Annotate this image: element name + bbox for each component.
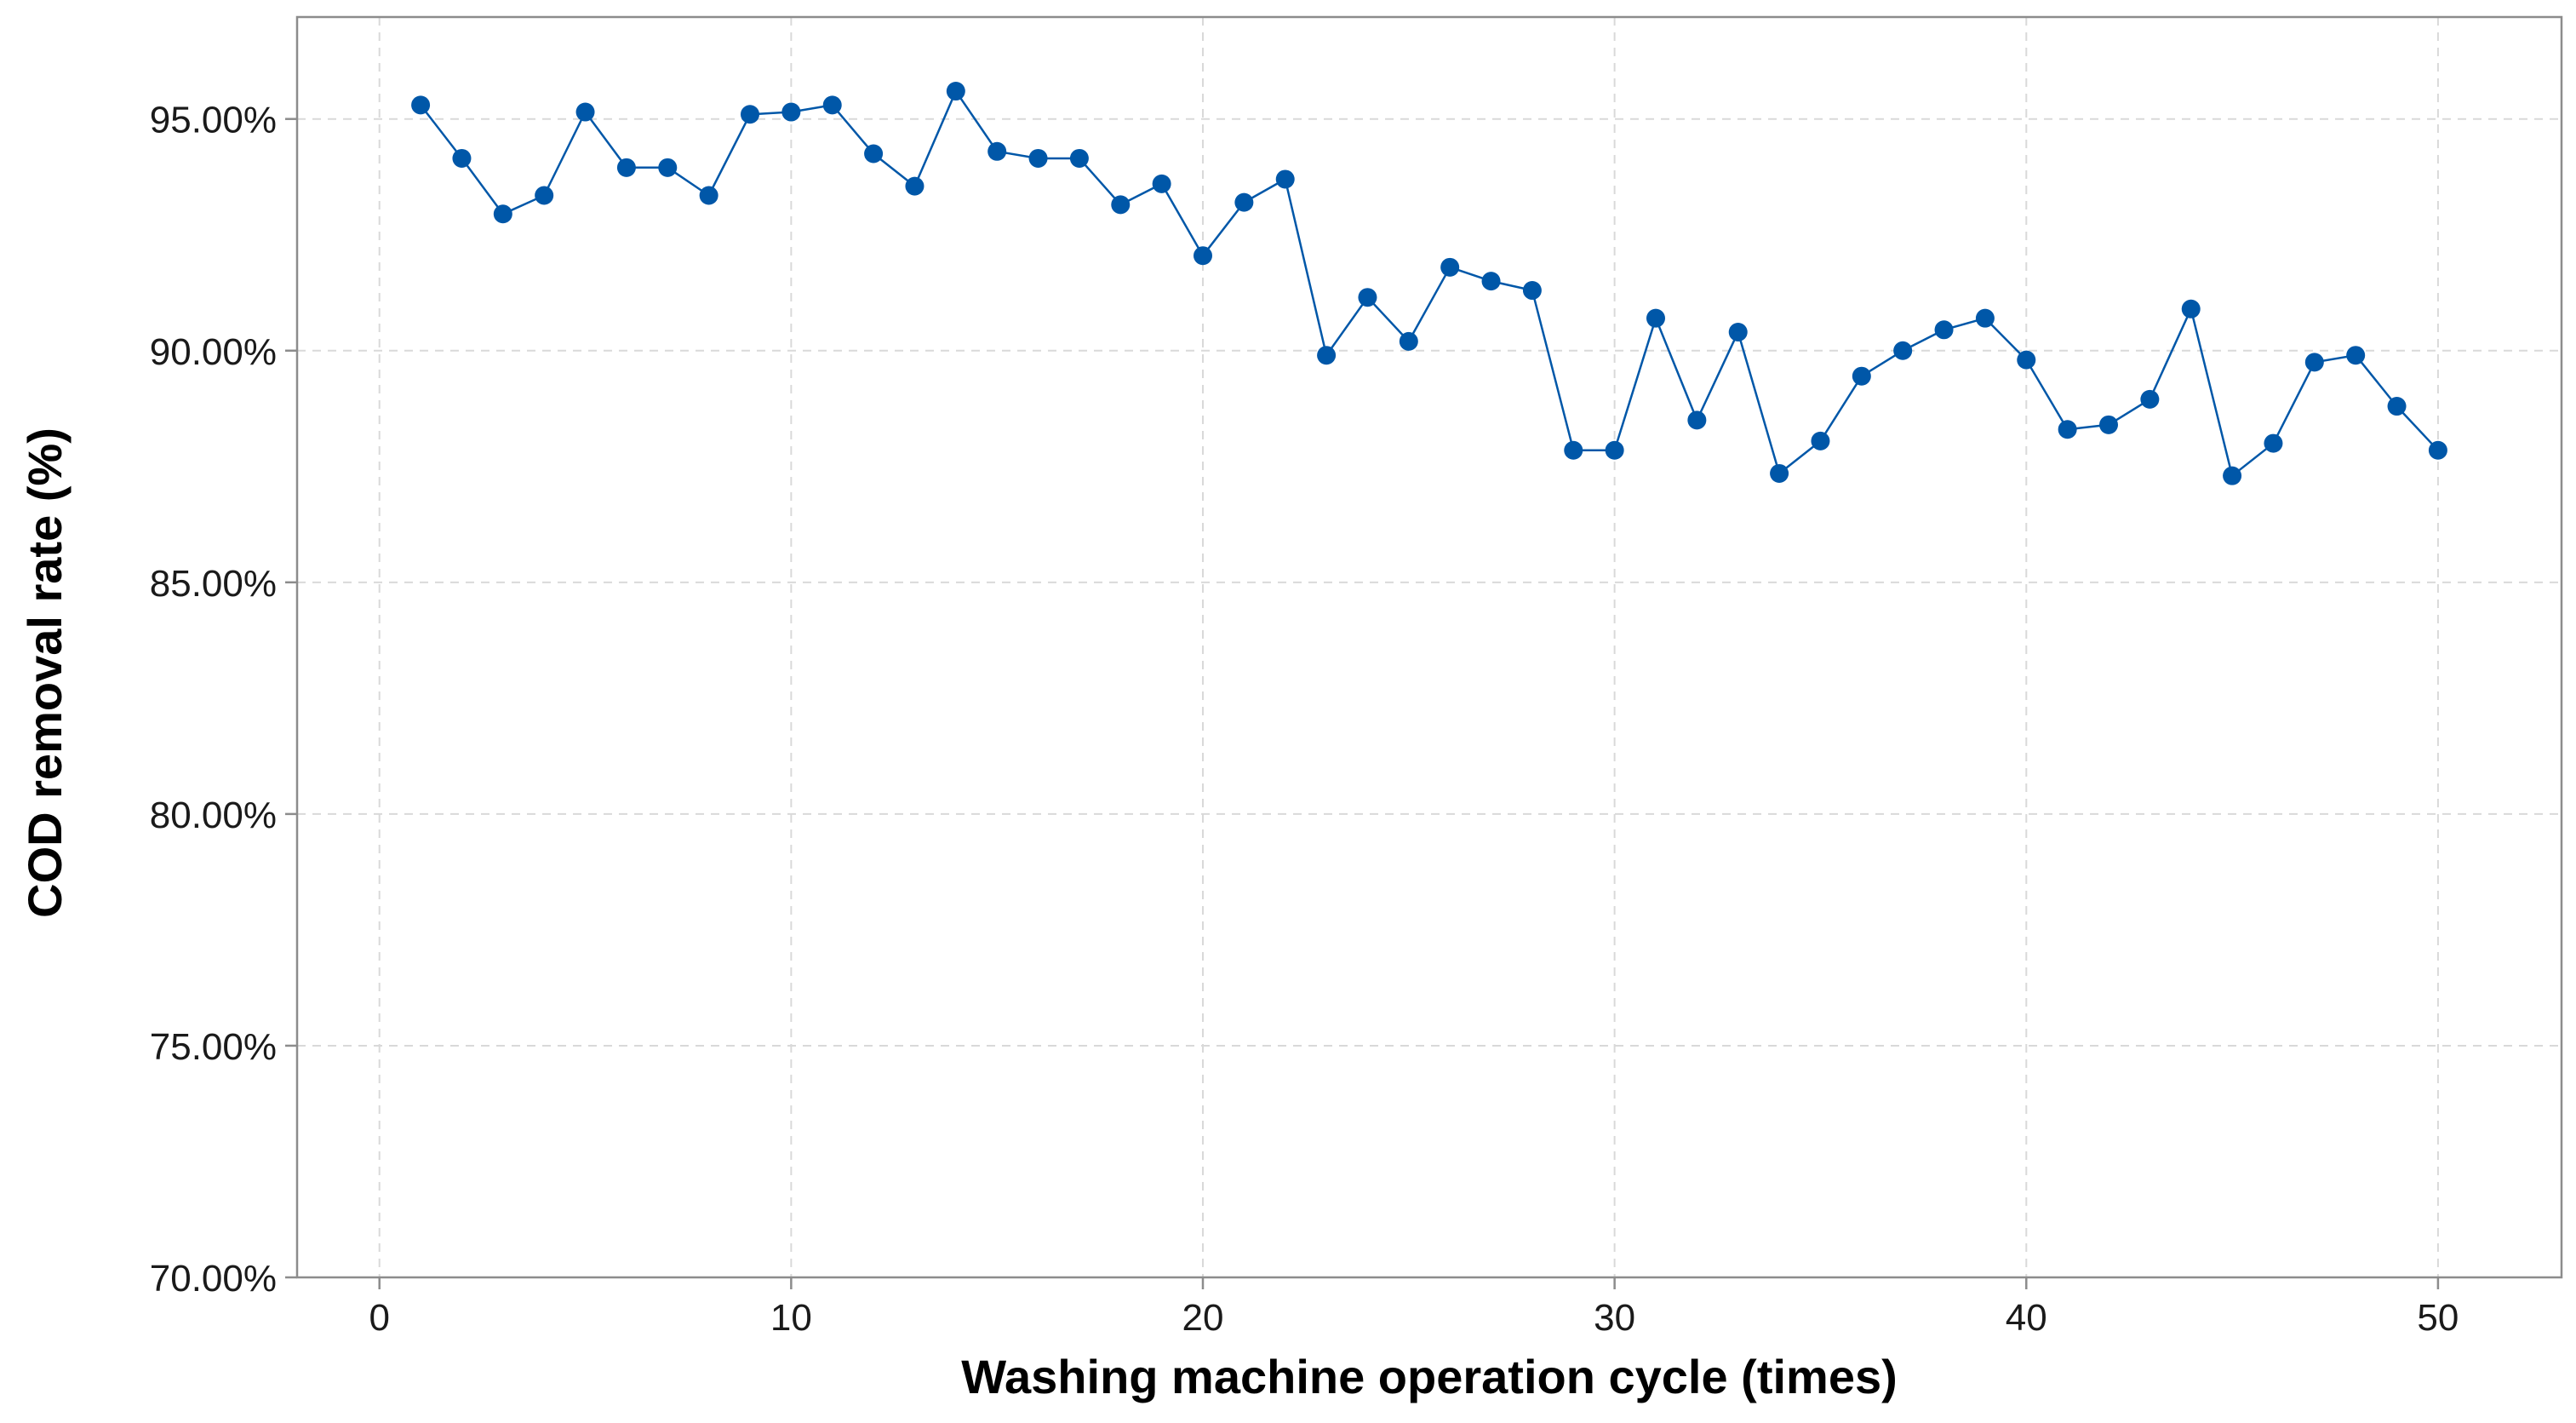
y-tick-label: 70.00% [150,1258,277,1300]
data-point [946,82,965,101]
data-point [1069,148,1089,168]
data-point [864,144,884,164]
y-axis-title: COD removal rate (%) [18,427,72,918]
data-point [2346,346,2366,365]
data-point [2140,389,2160,409]
y-tick-label: 80.00% [150,795,277,836]
x-tick-label: 0 [369,1297,389,1339]
data-point [822,95,842,115]
plot-frame [295,15,2563,1279]
data-point [1811,431,1830,450]
series-line [420,89,2439,477]
data-point [616,158,636,177]
tick-labels: 0 10 20 30 40 50 70.00% 75.00% 80.00% 85.00% 90.00… [150,100,2459,1339]
data-point [411,95,431,115]
data-point [1687,410,1707,430]
data-point [987,141,1007,161]
data-point [1194,246,1212,266]
data-point [1646,308,1665,328]
axes [285,15,2563,1289]
x-tick-label: 20 [1182,1297,1224,1339]
data-point [1605,440,1624,460]
x-tick-label: 40 [2006,1297,2047,1339]
data-point [1852,366,1871,386]
data-point [1770,463,1789,483]
data-point [1234,192,1254,212]
data-point [781,102,801,122]
data-point [1481,272,1501,291]
data-point [905,176,924,196]
y-tick-label: 95.00% [150,100,277,141]
data-point [741,105,759,124]
data-point [1317,346,1337,365]
y-tick-label: 75.00% [150,1026,277,1068]
x-tick-label: 50 [2417,1297,2459,1339]
data-point [1893,341,1913,360]
data-point [658,158,678,177]
data-point [2223,466,2242,485]
data-point [2304,353,2324,372]
x-tick-label: 30 [1594,1297,1635,1339]
data-point [535,186,554,205]
data-point [2017,350,2036,370]
data-point [2099,415,2118,434]
y-tick-label: 85.00% [150,563,277,605]
data-point [1522,281,1542,301]
data-series [411,82,2447,485]
data-point [1358,288,1377,307]
y-tick-label: 90.00% [150,331,277,373]
grid-lines [297,17,2562,1278]
data-point [575,102,595,122]
data-point [699,186,718,205]
data-point [1564,440,1583,460]
x-axis-title: Washing machine operation cycle (times) [961,1350,1898,1403]
data-point [1111,195,1131,215]
data-point [452,148,472,168]
data-point [2181,299,2201,318]
data-point [1440,257,1460,277]
data-point [493,204,512,224]
data-point [2264,433,2283,453]
data-point [1028,148,1048,168]
data-point [1934,320,1954,340]
data-point [1975,308,1995,328]
data-point [1152,174,1171,193]
x-tick-label: 10 [770,1297,812,1339]
data-point [2058,420,2077,439]
data-point [2428,440,2447,460]
data-point [1399,331,1418,351]
data-point [2387,397,2407,416]
data-point [1728,323,1748,341]
data-point [1275,169,1295,189]
axis-titles: Washing machine operation cycle (times) … [18,427,1898,1403]
